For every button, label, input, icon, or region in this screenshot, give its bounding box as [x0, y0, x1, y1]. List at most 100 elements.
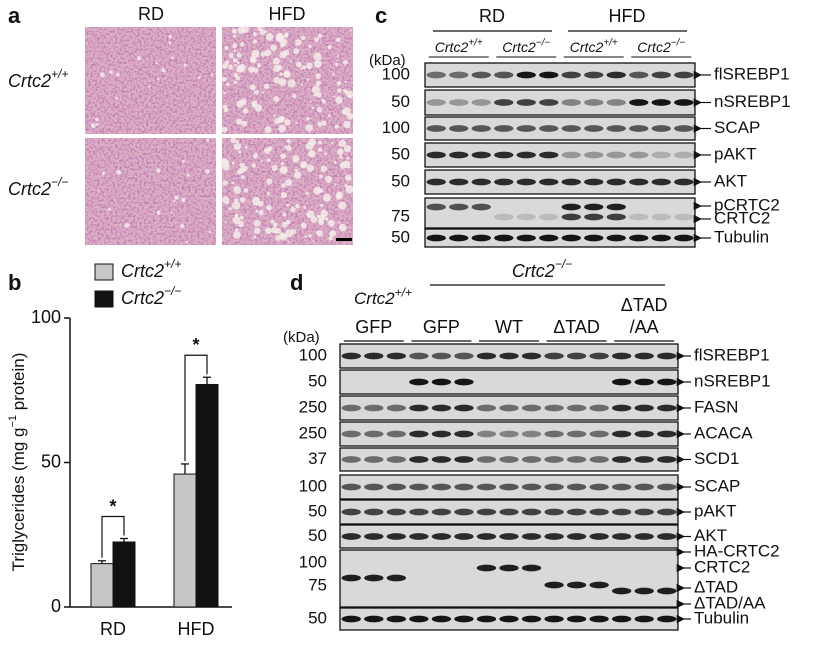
vacuole: [313, 52, 322, 61]
blot-band: [449, 151, 469, 159]
blot-band: [566, 404, 587, 412]
panel-letter: b: [8, 270, 21, 295]
blot-band: [674, 178, 694, 186]
vacuole: [241, 175, 245, 179]
blot-band: [454, 378, 474, 386]
blot-band: [521, 533, 542, 540]
vacuole: [338, 223, 347, 232]
vacuole: [253, 152, 259, 158]
blot-band: [341, 352, 361, 360]
mw-marker: 100: [382, 118, 410, 137]
vacuole: [90, 123, 96, 129]
vacuole: [330, 142, 334, 145]
vacuole: [228, 207, 232, 211]
blot-band: [516, 178, 536, 186]
vacuole: [287, 240, 290, 243]
vacuole: [333, 95, 336, 98]
blot-band: [516, 234, 536, 242]
blot-band: [634, 587, 654, 595]
blot-band: [566, 508, 587, 516]
vacuole: [251, 49, 260, 58]
vacuole: [300, 160, 308, 168]
vacuole: [345, 185, 354, 194]
band-label: CRTC2: [714, 208, 770, 227]
y-axis-label-part: −1: [7, 415, 19, 428]
blot-band: [606, 178, 626, 186]
vacuole: [249, 84, 256, 91]
vacuole: [225, 160, 230, 164]
vacuole: [232, 58, 238, 63]
mw-marker: 50: [308, 501, 327, 520]
panel-letter: a: [8, 3, 21, 28]
vacuole: [273, 77, 281, 84]
vacuole: [182, 159, 186, 164]
panel-letter: d: [290, 270, 303, 295]
blot-band: [544, 581, 564, 589]
band-label: SCAP: [714, 118, 760, 137]
vacuole: [116, 169, 122, 175]
legend-swatch: [94, 290, 114, 308]
vacuole: [273, 114, 276, 117]
blot-band: [634, 404, 654, 412]
vacuole: [237, 26, 245, 34]
band-label: Tubulin: [694, 608, 749, 627]
blot-band: [476, 533, 497, 540]
blot-band: [341, 456, 361, 463]
vacuole: [282, 212, 287, 217]
vacuole: [306, 213, 310, 217]
vacuole: [258, 209, 264, 216]
y-axis-label-part: protein): [9, 353, 28, 415]
genotype-label: Crtc2−/−: [502, 37, 550, 54]
vacuole: [283, 33, 289, 38]
vacuole: [224, 220, 228, 223]
mw-marker: 50: [391, 144, 410, 163]
vacuole: [318, 147, 323, 152]
blot-band: [544, 615, 564, 623]
vacuole: [251, 196, 261, 206]
vacuole: [289, 60, 293, 63]
blot-band: [409, 352, 429, 360]
vacuole: [107, 207, 111, 211]
blot-band: [589, 352, 609, 360]
vacuole: [325, 175, 333, 183]
vacuole: [273, 64, 281, 73]
vacuole: [333, 160, 337, 164]
band-label: pAKT: [694, 501, 737, 520]
blot-band: [544, 430, 564, 438]
vacuole: [317, 33, 323, 39]
vacuole: [305, 124, 313, 132]
vacuole: [346, 156, 350, 160]
blot-band: [584, 71, 604, 79]
vacuole: [274, 118, 280, 124]
vacuole: [156, 77, 160, 81]
vacuole: [260, 160, 263, 163]
blot-band: [611, 404, 632, 412]
blot-band: [471, 71, 491, 79]
blot-band: [409, 483, 429, 491]
vacuole: [233, 80, 238, 85]
x-tick-label: RD: [100, 619, 126, 639]
blot-band: [521, 404, 542, 412]
blot-band: [409, 430, 429, 438]
blot-band: [674, 151, 694, 159]
blot-band: [629, 125, 649, 132]
vacuole: [239, 197, 246, 203]
vacuole: [292, 93, 297, 99]
mw-marker: 50: [308, 608, 327, 627]
blot-band: [611, 483, 632, 491]
vacuole: [208, 230, 212, 234]
vacuole: [257, 63, 262, 68]
vacuole: [281, 221, 288, 228]
blot-band: [606, 125, 626, 132]
blot-band: [499, 564, 519, 572]
vacuole: [137, 56, 142, 61]
blot-band: [494, 234, 514, 242]
vacuole: [232, 201, 241, 210]
vacuole: [232, 34, 237, 38]
blot-band: [409, 456, 429, 463]
vacuole: [287, 79, 296, 88]
blot-band: [521, 615, 542, 623]
vacuole: [270, 219, 275, 224]
blot-band: [454, 533, 474, 540]
blot-band: [431, 456, 452, 463]
